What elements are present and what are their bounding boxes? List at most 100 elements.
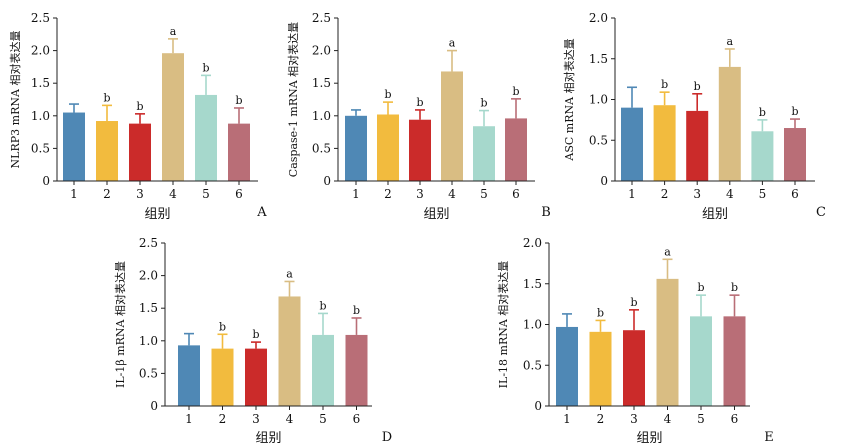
bar	[178, 345, 200, 406]
y-tick-label: 1.5	[523, 277, 542, 291]
y-tick-label: 2.0	[312, 44, 331, 58]
significance-label: a	[727, 35, 734, 48]
significance-label: b	[103, 91, 110, 104]
x-axis-label: 组别	[255, 431, 281, 446]
bar	[473, 126, 495, 181]
bar	[556, 326, 578, 406]
significance-label: b	[319, 299, 326, 312]
chart-panel-c: 1 b 2 b 3 a 4 b 5 b 6 0 0.5 1.0 1.5 2.0 ASC mRNA 相对表达量组别…	[562, 11, 826, 222]
y-tick-label: 2.0	[523, 236, 542, 250]
significance-label: b	[694, 80, 701, 93]
y-tick-label: 0	[323, 174, 331, 188]
x-tick-label: 1	[70, 187, 78, 201]
chart-panel-b: 1 b 2 b 3 a 4 b 5 b 6 0 0.5 1.0 1.5 2.0 2.5 Caspase-1 mRN…	[286, 11, 551, 222]
bar	[718, 66, 741, 181]
x-tick-label: 2	[219, 412, 227, 426]
y-tick-label: 0.5	[31, 141, 50, 155]
y-tick-label: 2.0	[31, 44, 50, 58]
bar	[63, 112, 85, 181]
y-tick-label: 0.5	[523, 358, 542, 372]
y-tick-label: 2.5	[312, 11, 331, 25]
x-tick-label: 5	[319, 412, 327, 426]
y-axis-label: ASC mRNA 相对表达量	[562, 38, 576, 161]
y-tick-label: 2.0	[589, 11, 608, 25]
x-tick-label: 5	[202, 187, 210, 201]
y-tick-label: 1.0	[523, 318, 542, 332]
significance-label: b	[416, 96, 423, 109]
y-tick-label: 1.5	[312, 76, 331, 90]
significance-label: a	[170, 25, 177, 38]
y-tick-label: 2.5	[139, 236, 158, 250]
x-axis-label: 组别	[423, 207, 449, 222]
x-tick-label: 5	[759, 187, 767, 201]
panel-letter: E	[764, 430, 774, 445]
x-tick-label: 6	[512, 187, 520, 201]
y-tick-label: 1.5	[139, 301, 158, 315]
x-tick-label: 1	[185, 412, 193, 426]
y-axis-label: Caspase-1 mRNA 相对表达量	[286, 22, 300, 177]
x-tick-label: 1	[563, 412, 571, 426]
y-tick-label: 0	[42, 174, 50, 188]
significance-label: b	[697, 281, 704, 294]
significance-label: b	[661, 78, 668, 91]
panel-letter: B	[541, 205, 551, 220]
y-tick-label: 0	[150, 399, 158, 413]
x-tick-label: 2	[597, 412, 605, 426]
y-tick-label: 1.0	[31, 109, 50, 123]
y-tick-label: 1.0	[589, 93, 608, 107]
y-tick-label: 0	[534, 399, 542, 413]
x-tick-label: 6	[353, 412, 361, 426]
bar	[621, 107, 643, 181]
x-tick-label: 2	[103, 187, 111, 201]
significance-label: b	[480, 97, 487, 110]
panel-letter: C	[816, 205, 826, 220]
significance-label: b	[597, 306, 604, 319]
significance-label: b	[202, 61, 209, 74]
x-tick-label: 3	[416, 187, 424, 201]
bar	[589, 331, 612, 406]
bar	[312, 334, 334, 406]
bar	[723, 316, 746, 406]
y-tick-label: 2.5	[31, 11, 50, 25]
x-tick-label: 6	[731, 412, 739, 426]
x-axis-label: 组别	[702, 207, 728, 222]
significance-label: b	[384, 88, 391, 101]
chart-panel-e: 1 b 2 b 3 a 4 b 5 b 6 0 0.5 1.0 1.5 2.0 IL-18 mRNA 相对表达量…	[496, 236, 774, 446]
bar	[129, 123, 151, 181]
x-tick-label: 5	[697, 412, 705, 426]
x-tick-label: 3	[630, 412, 638, 426]
x-tick-label: 1	[628, 187, 636, 201]
significance-label: b	[252, 328, 259, 341]
x-tick-label: 4	[286, 412, 294, 426]
y-tick-label: 0.5	[139, 366, 158, 380]
x-tick-label: 2	[661, 187, 669, 201]
y-tick-label: 1.0	[139, 334, 158, 348]
significance-label: b	[731, 281, 738, 294]
bar	[623, 330, 645, 406]
significance-label: b	[791, 105, 798, 118]
y-tick-label: 0.5	[312, 141, 331, 155]
y-axis-label: IL-18 mRNA 相对表达量	[496, 261, 510, 389]
bar	[686, 110, 709, 181]
bar	[409, 119, 431, 181]
bar	[345, 334, 368, 406]
x-tick-label: 6	[235, 187, 243, 201]
significance-label: a	[286, 267, 293, 280]
x-tick-label: 4	[169, 187, 177, 201]
panel-letter: A	[256, 205, 267, 220]
bar	[245, 348, 267, 406]
bar	[751, 131, 774, 181]
x-tick-label: 4	[726, 187, 734, 201]
x-tick-label: 4	[448, 187, 456, 201]
y-tick-label: 1.5	[589, 52, 608, 66]
y-axis-label: NLRP3 mRNA 相对表达量	[8, 31, 22, 169]
x-tick-label: 3	[693, 187, 701, 201]
y-tick-label: 0.5	[589, 133, 608, 147]
significance-label: b	[136, 100, 143, 113]
bar	[505, 118, 527, 181]
y-axis-label: IL-1β mRNA 相对表达量	[113, 261, 127, 388]
bar	[162, 53, 184, 181]
chart-panel-d: 1 b 2 b 3 a 4 b 5 b 6 0 0.5 1.0 1.5 2.0 2.5 IL-1β mRNA 相对…	[113, 236, 392, 446]
bar	[195, 94, 217, 181]
